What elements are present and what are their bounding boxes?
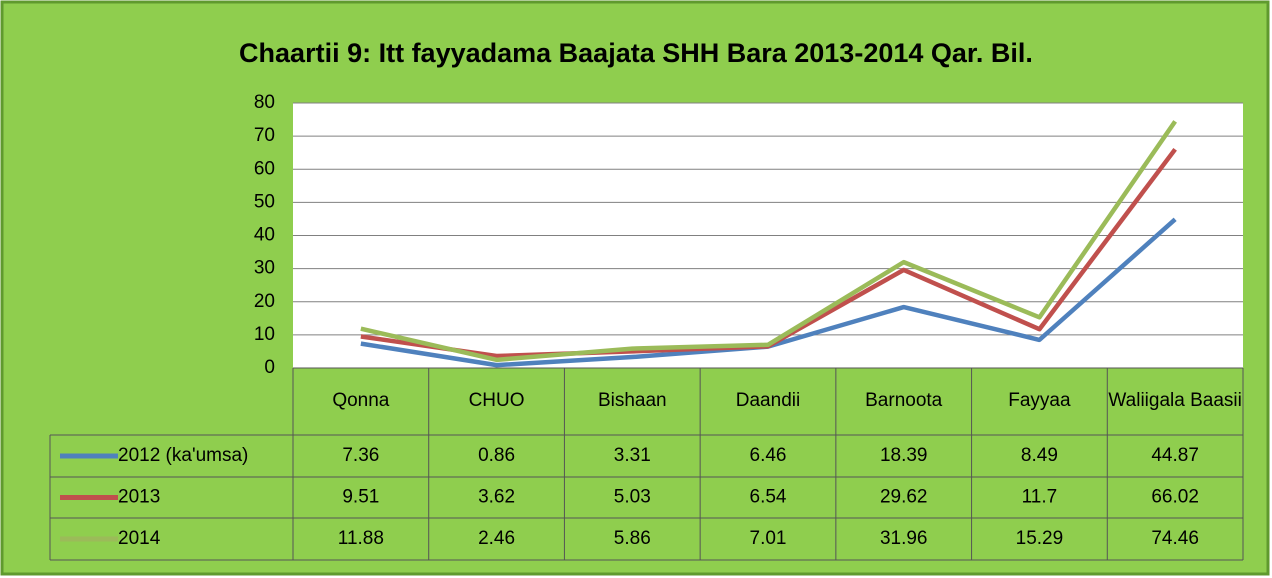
x-tick-cell: Daandii — [735, 390, 801, 412]
table-value: 44.87 — [1151, 445, 1199, 466]
table-value: 7.36 — [342, 445, 379, 466]
table-value: 74.46 — [1151, 528, 1199, 549]
table-value: 9.51 — [342, 487, 379, 508]
x-tick-cell: CHUO — [468, 390, 525, 412]
y-tick-label: 80 — [254, 92, 275, 113]
table-value: 31.96 — [880, 528, 928, 549]
table-value: 18.39 — [880, 445, 928, 466]
x-tick-cell: Fayyaa — [1008, 390, 1071, 412]
legend-label: 2013 — [118, 487, 160, 508]
table-value: 5.03 — [614, 487, 651, 508]
legend-label: 2012 (ka'umsa) — [118, 445, 248, 466]
y-tick-label: 40 — [254, 225, 275, 246]
table-value: 66.02 — [1151, 487, 1199, 508]
x-tick-cell: Qonna — [332, 390, 390, 412]
x-tick-cell: Bishaan — [597, 390, 667, 412]
series-line — [360, 120, 1177, 363]
table-value: 6.54 — [750, 487, 787, 508]
y-tick-label: 60 — [254, 158, 275, 179]
table-value: 8.49 — [1021, 445, 1058, 466]
x-tick-label: Bishaan — [597, 390, 667, 412]
x-tick-cell: Barnoota — [865, 390, 943, 412]
y-tick-label: 10 — [254, 324, 275, 345]
y-tick-label: 20 — [254, 291, 275, 312]
x-tick-cell: Waliigala Baasii — [1108, 390, 1242, 412]
table-value: 3.31 — [614, 445, 651, 466]
table-value: 5.86 — [614, 528, 651, 549]
legend-label: 2014 — [118, 528, 161, 549]
chart-title: Chaartii 9: Itt fayyadama Baajata SHH Ba… — [239, 38, 1033, 68]
y-tick-label: 50 — [254, 191, 275, 212]
x-tick-label: Fayyaa — [1008, 390, 1071, 412]
table-value: 0.86 — [478, 445, 515, 466]
table-value: 3.62 — [478, 487, 515, 508]
table-value: 11.88 — [338, 528, 384, 549]
y-tick-label: 30 — [254, 258, 275, 279]
y-tick-label: 70 — [254, 125, 275, 146]
x-tick-label: Qonna — [332, 390, 390, 412]
table-value: 2.46 — [478, 528, 515, 549]
x-tick-label: CHUO — [468, 390, 525, 412]
table-value: 6.46 — [750, 445, 787, 466]
table-value: 7.01 — [750, 528, 787, 549]
table-value: 29.62 — [880, 487, 928, 508]
x-tick-label: Daandii — [735, 390, 801, 412]
table-value: 15.29 — [1016, 528, 1064, 549]
x-tick-label: Waliigala Baasii — [1108, 390, 1242, 412]
y-tick-label: 0 — [264, 357, 275, 378]
x-tick-label: Barnoota — [865, 390, 943, 412]
table-value: 11.7 — [1022, 487, 1058, 508]
